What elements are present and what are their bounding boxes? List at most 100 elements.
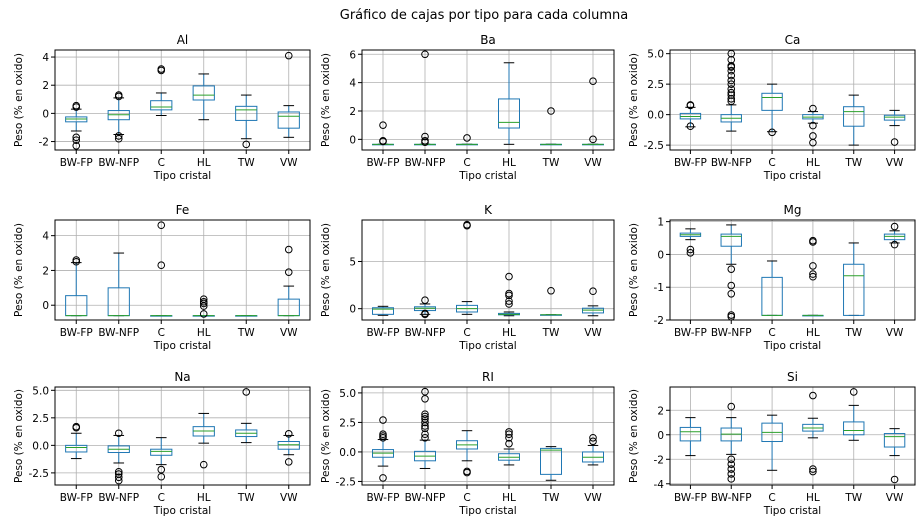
box-bw-fp xyxy=(372,416,394,482)
box-tw xyxy=(235,388,258,444)
outlier-point xyxy=(727,91,736,99)
outlier-point xyxy=(589,135,597,144)
outlier-point xyxy=(463,134,471,142)
outlier-point xyxy=(686,245,695,254)
box-bw-nfp xyxy=(414,296,436,319)
xtick-label: HL xyxy=(806,327,820,339)
outlier-point xyxy=(199,460,208,469)
xtick-label: C xyxy=(768,492,775,504)
ytick-label: 0 xyxy=(42,300,49,312)
ytick-label: -2.5 xyxy=(336,476,357,488)
panel-fe: 0 2 4 BW-FP BW-NFP C HL TW VW Fe Tipo cristal Peso … xyxy=(13,203,311,352)
box-bw-nfp xyxy=(107,429,130,485)
outlier-point xyxy=(421,424,429,433)
ytick-label: 0 xyxy=(349,304,356,316)
xtick-label: VW xyxy=(584,327,602,339)
outlier-point xyxy=(505,433,513,442)
box-c xyxy=(456,430,478,477)
xtick-label: VW xyxy=(584,492,602,504)
box-vw xyxy=(582,287,604,317)
axes-frame xyxy=(361,386,615,486)
outlier-point xyxy=(157,465,166,474)
y-axis-label: Peso (% en oxido) xyxy=(13,53,25,147)
outlier-point xyxy=(505,291,513,300)
outlier-point xyxy=(157,66,166,75)
outlier-point xyxy=(727,465,736,473)
box-bw-nfp xyxy=(107,252,130,317)
outlier-point xyxy=(157,261,166,270)
box-iqr xyxy=(720,233,742,247)
outlier-point xyxy=(421,310,429,319)
figure-suptitle: Gráfico de cajas por tipo para cada colu… xyxy=(340,8,628,23)
box-vw xyxy=(582,433,604,466)
outlier-point xyxy=(727,97,736,106)
ytick-label: 0 xyxy=(657,249,664,261)
ytick-label: 0 xyxy=(42,108,49,120)
box-iqr xyxy=(65,444,88,453)
box-bw-fp xyxy=(679,228,702,257)
outlier-point xyxy=(463,468,471,477)
axes-frame xyxy=(361,49,615,151)
xtick-label: C xyxy=(158,157,165,169)
ytick-label: 2 xyxy=(349,106,356,118)
outlier-point xyxy=(72,103,81,111)
outlier-point xyxy=(890,240,899,249)
box-bw-nfp xyxy=(414,50,436,146)
box-tw xyxy=(235,315,258,317)
xtick-label: BW-NFP xyxy=(405,157,446,169)
box-c xyxy=(456,134,478,146)
xtick-label: C xyxy=(463,157,470,169)
panel-ri: -2.5 0.0 2.5 5.0 BW-FP BW-NFP C HL TW VW RI Tipo cr… xyxy=(320,370,615,517)
outlier-point xyxy=(421,422,429,430)
xtick-label: HL xyxy=(197,157,211,169)
box-tw xyxy=(540,446,562,481)
outlier-point xyxy=(421,50,429,59)
outlier-point xyxy=(505,300,513,308)
box-iqr xyxy=(883,114,906,121)
xtick-label: VW xyxy=(886,327,904,339)
box-hl xyxy=(802,236,824,317)
outlier-point xyxy=(284,245,293,254)
xtick-label: C xyxy=(768,157,775,169)
box-iqr xyxy=(679,426,702,442)
xtick-label: HL xyxy=(502,492,516,504)
ytick-label: 2.5 xyxy=(32,413,49,425)
box-iqr xyxy=(843,263,865,316)
xtick-label: BW-NFP xyxy=(98,492,139,504)
box-vw xyxy=(277,429,300,466)
ytick-label: -2 xyxy=(654,315,664,327)
box-iqr xyxy=(540,447,562,475)
xtick-label: TW xyxy=(542,492,560,504)
outlier-point xyxy=(114,92,123,101)
ytick-label: 0 xyxy=(657,430,664,442)
outlier-point xyxy=(809,272,817,281)
ytick-label: 4 xyxy=(42,231,49,243)
box-bw-fp xyxy=(65,101,88,150)
outlier-point xyxy=(421,296,429,304)
xtick-label: BW-FP xyxy=(367,327,400,339)
outlier-point xyxy=(727,71,736,80)
box-tw xyxy=(843,94,865,146)
outlier-point xyxy=(379,474,387,482)
outlier-point xyxy=(114,132,123,140)
box-bw-nfp xyxy=(720,224,742,321)
xtick-label: HL xyxy=(197,492,211,504)
box-c xyxy=(150,65,173,116)
y-axis-label: Peso (% en oxido) xyxy=(13,389,25,483)
xtick-label: TW xyxy=(844,157,862,169)
box-iqr xyxy=(192,85,215,101)
ytick-label: 5.0 xyxy=(339,388,356,400)
outlier-point xyxy=(114,134,123,143)
outlier-point xyxy=(727,66,736,75)
outlier-point xyxy=(72,141,81,150)
ytick-label: 2 xyxy=(42,80,49,92)
panel-title: K xyxy=(484,203,493,217)
outlier-point xyxy=(809,391,817,400)
xtick-label: C xyxy=(768,327,775,339)
ytick-label: 2.5 xyxy=(339,417,356,429)
box-bw-fp xyxy=(372,305,394,316)
outlier-point xyxy=(768,128,776,137)
ytick-label: 1 xyxy=(657,217,664,229)
outlier-point xyxy=(727,402,736,411)
outlier-point xyxy=(284,429,293,438)
